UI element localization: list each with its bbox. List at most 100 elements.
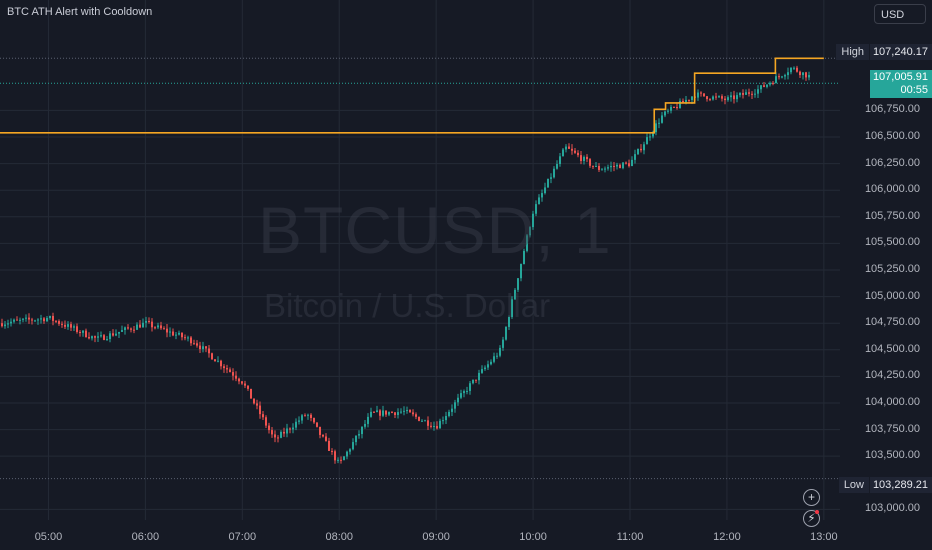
currency-selector[interactable]: USD xyxy=(874,4,926,24)
candle-body xyxy=(139,324,141,328)
candle-body xyxy=(475,379,477,381)
candle-body xyxy=(547,178,549,188)
candle-body xyxy=(40,318,42,320)
candle-body xyxy=(358,434,360,436)
y-tick-label: 104,500.00 xyxy=(864,342,920,355)
candle-body xyxy=(67,324,69,327)
candle-body xyxy=(118,331,120,334)
bar-countdown: 00:55 xyxy=(900,84,928,96)
candle-body xyxy=(649,136,651,138)
candle-body xyxy=(280,431,282,438)
candle-body xyxy=(154,327,156,329)
candle-body xyxy=(460,393,462,398)
candle-body xyxy=(607,167,609,169)
candle-body xyxy=(379,410,381,416)
ath-step-line xyxy=(0,57,824,134)
candle-body xyxy=(172,331,174,336)
candle-body xyxy=(541,193,543,198)
candle-body xyxy=(514,289,516,300)
candle-body xyxy=(571,148,573,151)
candle-body xyxy=(64,324,66,327)
candle-body xyxy=(253,398,255,404)
candle-body xyxy=(457,397,459,403)
candle-body xyxy=(454,402,456,409)
candle-body xyxy=(775,76,777,84)
candle-body xyxy=(430,425,432,427)
candle-body xyxy=(796,67,798,72)
candle-body xyxy=(643,144,645,151)
candle-body xyxy=(61,323,63,325)
candle-body xyxy=(88,337,90,339)
candle-body xyxy=(631,159,633,167)
candle-body xyxy=(100,335,102,337)
candle-body xyxy=(364,423,366,427)
candle-body xyxy=(565,146,567,150)
candle-body xyxy=(52,315,54,321)
x-tick-label: 05:00 xyxy=(34,531,63,543)
lightning-icon[interactable]: ⚡ xyxy=(803,510,820,527)
candle-body xyxy=(181,332,183,338)
candle-body xyxy=(790,67,792,73)
candle-body xyxy=(766,84,768,87)
candle-body xyxy=(493,356,495,362)
candle-body xyxy=(202,346,204,350)
candle-body xyxy=(259,405,261,415)
x-tick-label: 13:00 xyxy=(810,531,838,543)
candle-body xyxy=(127,327,129,329)
candle-body xyxy=(328,440,330,451)
candle-body xyxy=(7,323,9,325)
last-price-badge: 107,005.91 00:55 xyxy=(870,70,932,98)
candle-body xyxy=(661,115,663,123)
candle-body xyxy=(385,410,387,415)
watermark-description: Bitcoin / U.S. Dollar xyxy=(264,287,551,324)
y-tick-label: 106,500.00 xyxy=(864,130,920,143)
candle-body xyxy=(544,187,546,194)
candle-body xyxy=(367,416,369,424)
candle-body xyxy=(736,95,738,100)
candle-body xyxy=(580,155,582,161)
candle-body xyxy=(271,430,273,435)
candle-body xyxy=(211,353,213,360)
candle-body xyxy=(79,331,81,333)
candle-body xyxy=(532,213,534,228)
candle-body xyxy=(586,156,588,160)
candle-body xyxy=(91,336,93,339)
candle-body xyxy=(793,67,795,69)
candle-body xyxy=(520,263,522,279)
candle-body xyxy=(508,316,510,327)
candle-body xyxy=(445,415,447,421)
candle-body xyxy=(682,100,684,103)
candle-body xyxy=(655,123,657,133)
candle-body xyxy=(373,411,375,413)
candle-body xyxy=(148,320,150,322)
y-tick-label: 106,750.00 xyxy=(864,103,920,116)
candle-body xyxy=(37,319,39,321)
candle-body xyxy=(646,137,648,145)
candle-body xyxy=(799,71,801,76)
candle-body xyxy=(184,337,186,339)
indicator-title: BTC ATH Alert with Cooldown xyxy=(7,6,153,18)
x-tick-label: 06:00 xyxy=(131,531,160,543)
candle-body xyxy=(244,383,246,386)
candle-body xyxy=(598,166,600,170)
candle-body xyxy=(295,421,297,428)
candle-body xyxy=(463,391,465,394)
low-value: 103,289.21 xyxy=(870,477,932,493)
candle-body xyxy=(256,403,258,406)
candle-body xyxy=(676,107,678,109)
candle-body xyxy=(310,414,312,419)
candle-body xyxy=(316,422,318,427)
plus-circle-icon[interactable]: + xyxy=(803,489,820,506)
candle-body xyxy=(229,369,231,373)
candle-body xyxy=(352,442,354,450)
candle-body xyxy=(187,337,189,339)
candle-body xyxy=(217,360,219,362)
candle-body xyxy=(778,76,780,78)
candle-body xyxy=(289,428,291,430)
x-tick-label: 11:00 xyxy=(616,531,644,543)
candle-body xyxy=(121,330,123,332)
candle-body xyxy=(247,385,249,389)
candle-body xyxy=(556,164,558,169)
candle-body xyxy=(166,328,168,333)
